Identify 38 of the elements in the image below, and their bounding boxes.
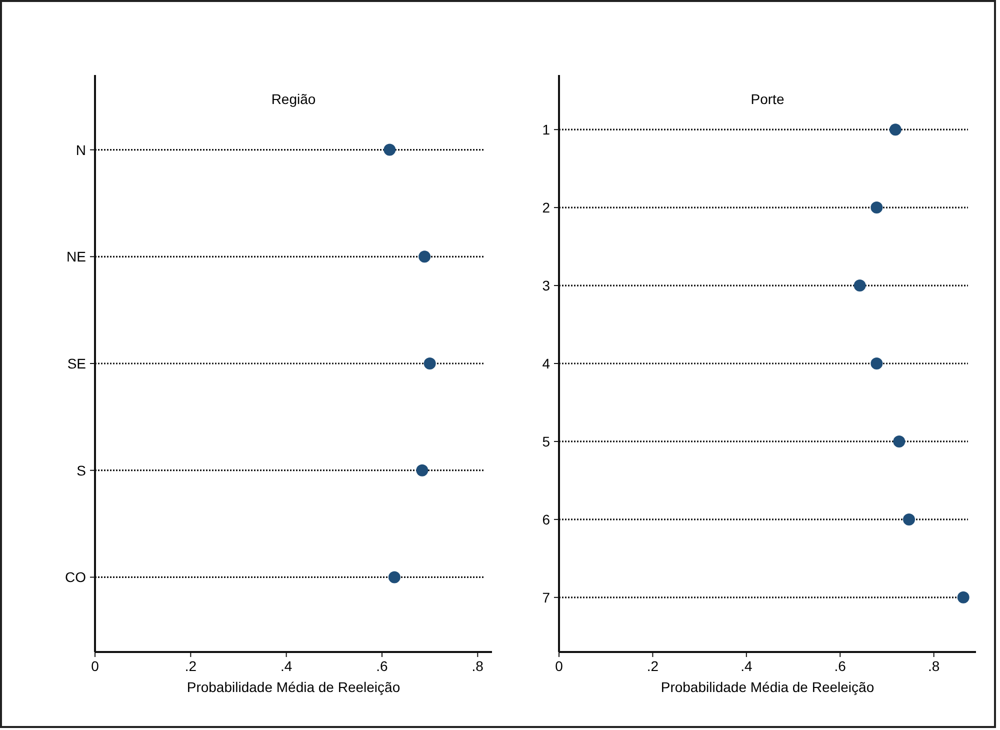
y-tick-label: 3: [542, 278, 550, 294]
point: [416, 464, 428, 476]
x-axis-title: Probabilidade Média de Reeleição: [186, 679, 400, 695]
x-tick-label: .6: [834, 658, 846, 674]
point: [957, 591, 970, 604]
y-tick-label: 1: [542, 122, 550, 138]
x-tick-label: .4: [740, 658, 752, 674]
point: [854, 280, 866, 292]
x-tick-label: .4: [280, 658, 292, 674]
x-tick-label: 0: [555, 658, 564, 674]
x-tick-label: 0: [91, 658, 100, 674]
y-tick-label: N: [76, 142, 86, 158]
point: [870, 202, 883, 214]
point: [870, 358, 883, 370]
x-tick-label: .6: [376, 658, 388, 674]
y-tick-label: 6: [542, 511, 550, 528]
point: [384, 144, 396, 156]
point: [388, 571, 400, 584]
x-tick-label: .8: [472, 658, 484, 674]
y-tick-label: CO: [65, 569, 86, 586]
y-tick-label: 4: [542, 356, 550, 372]
point: [418, 250, 431, 263]
y-tick-label: 2: [542, 200, 550, 216]
x-axis-title: Probabilidade Média de Reeleição: [660, 679, 874, 695]
y-tick-label: NE: [66, 248, 86, 265]
text: Região: [271, 91, 316, 107]
x-tick-label: .2: [646, 658, 659, 674]
y-tick-label: 5: [542, 433, 550, 450]
text: Porte: [750, 91, 784, 107]
y-tick-label: 7: [542, 589, 550, 606]
point: [903, 513, 915, 526]
point: [893, 435, 906, 448]
point: [424, 358, 436, 370]
x-tick-label: .2: [184, 658, 197, 674]
y-tick-label: S: [76, 462, 86, 478]
y-tick-label: SE: [67, 356, 86, 372]
x-tick-label: .8: [928, 658, 940, 674]
point: [889, 124, 902, 136]
